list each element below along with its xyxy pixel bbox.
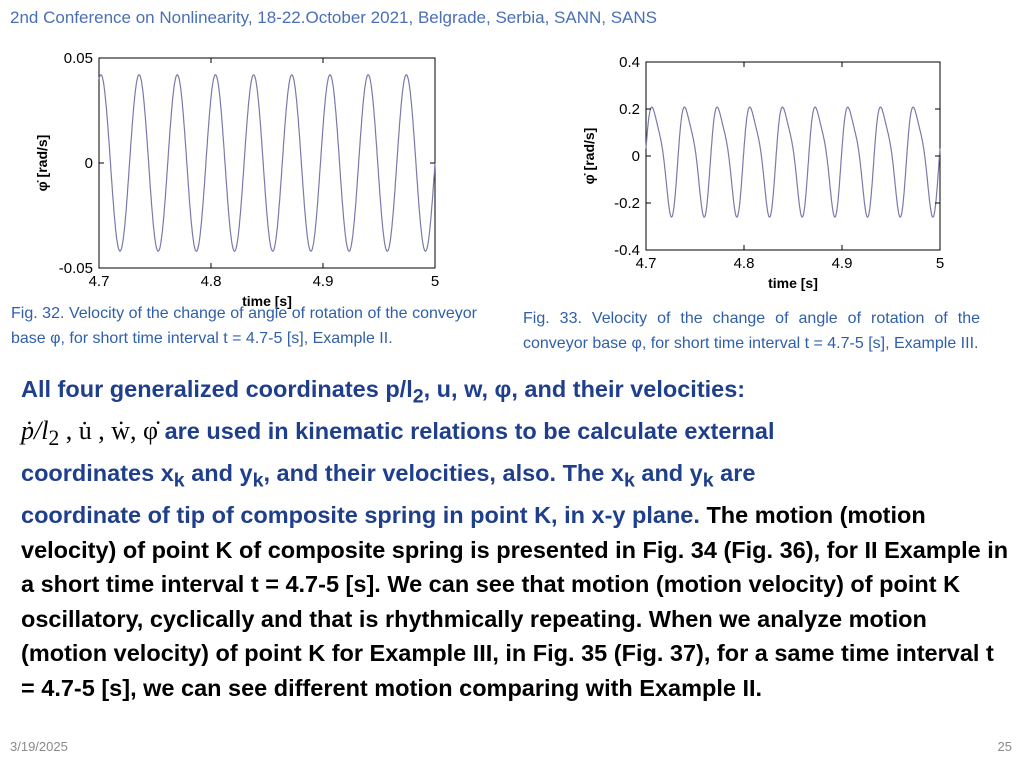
body-text-segment: All four generalized coordinates p/l bbox=[21, 376, 413, 402]
body-line1: All four generalized coordinates p/l2, u… bbox=[21, 376, 746, 408]
subscript: k bbox=[623, 469, 635, 492]
body-text-segment: and y bbox=[184, 459, 253, 486]
y-axis-title: φ̇ [rad/s] bbox=[34, 135, 50, 192]
body-paragraph: All four generalized coordinates p/l2, u… bbox=[21, 372, 1011, 705]
x-tick-label: 4.9 bbox=[313, 273, 334, 290]
y-tick-label: 0.2 bbox=[619, 101, 640, 118]
fig32-caption: Fig. 32. Velocity of the change of angle… bbox=[11, 305, 477, 347]
y-tick-label: 0.05 bbox=[64, 50, 93, 67]
subscript: 2 bbox=[412, 385, 424, 408]
plot-frame bbox=[98, 57, 436, 269]
body-text-segment: , and their velocities, also. The x bbox=[263, 459, 624, 486]
page-number: 25 bbox=[997, 739, 1012, 754]
x-tick-label: 5 bbox=[431, 273, 439, 290]
body-text-segment: are used in kinematic relations to be ca… bbox=[164, 418, 775, 445]
formula-rest: , u̇ , ẇ, φ̇ bbox=[59, 416, 159, 446]
y-tick-label: 0 bbox=[632, 148, 640, 165]
formula-p: ṗ/l bbox=[21, 416, 49, 446]
chart-fig33: 0.4 0.2 0 -0.2 -0.4 4.7 4.8 4.9 5 time [s] φ̇ [rad… bbox=[560, 50, 960, 304]
body-text-segment: , u, w, φ, and their velocities: bbox=[423, 376, 746, 402]
y-tick-label: -0.4 bbox=[614, 242, 640, 259]
series-line bbox=[98, 74, 436, 252]
x-tick-label: 4.9 bbox=[832, 255, 853, 272]
y-tick-label: -0.05 bbox=[59, 260, 93, 277]
body-text-segment: are bbox=[713, 459, 756, 486]
x-tick-label: 4.8 bbox=[734, 255, 755, 272]
chart-fig32: 0.05 0 -0.05 4.7 4.8 4.9 5 time [s] φ̇ [rad/s] bbox=[34, 44, 456, 309]
fig33-plot: 0.4 0.2 0 -0.2 -0.44.7 4.8 4.9 5 time [s] φ̇ [rad… bbox=[581, 54, 944, 291]
x-axis-title: time [s] bbox=[768, 275, 818, 291]
fig33-caption: Fig. 33. Velocity of the change of angle… bbox=[523, 310, 980, 352]
x-tick-label: 4.7 bbox=[89, 273, 110, 290]
subscript: k bbox=[702, 469, 714, 492]
x-tick-label: 4.7 bbox=[636, 255, 657, 272]
body-text-segment: and y bbox=[634, 459, 703, 486]
y-tick-label: 0.4 bbox=[619, 54, 640, 71]
body-text-segment: coordinate of tip of composite spring in… bbox=[21, 502, 700, 529]
y-tick-label: 0 bbox=[85, 155, 93, 172]
x-axis-title: time [s] bbox=[242, 293, 292, 309]
subscript: 2 bbox=[48, 426, 60, 451]
series-line bbox=[645, 106, 941, 218]
subscript: k bbox=[173, 469, 185, 492]
x-tick-label: 5 bbox=[936, 255, 944, 272]
fig32-plot: 0.05 0 -0.054.7 4.8 4.9 5 time [s] φ̇ [rad/s] bbox=[34, 50, 439, 309]
body-text-rest: The motion (motion velocity) of point K … bbox=[21, 502, 1009, 701]
plot-frame bbox=[645, 61, 941, 251]
conference-header: 2nd Conference on Nonlinearity, 18-22.Oc… bbox=[10, 8, 657, 27]
y-tick-label: -0.2 bbox=[614, 195, 640, 212]
subscript: k bbox=[252, 469, 264, 492]
y-axis-title: φ̇ [rad/s] bbox=[581, 128, 597, 185]
body-text-segment: coordinates x bbox=[21, 459, 174, 486]
velocity-formula: ṗ/l2 , u̇ , ẇ, φ̇ bbox=[21, 416, 165, 450]
footer-date: 3/19/2025 bbox=[10, 739, 68, 754]
x-tick-label: 4.8 bbox=[201, 273, 222, 290]
